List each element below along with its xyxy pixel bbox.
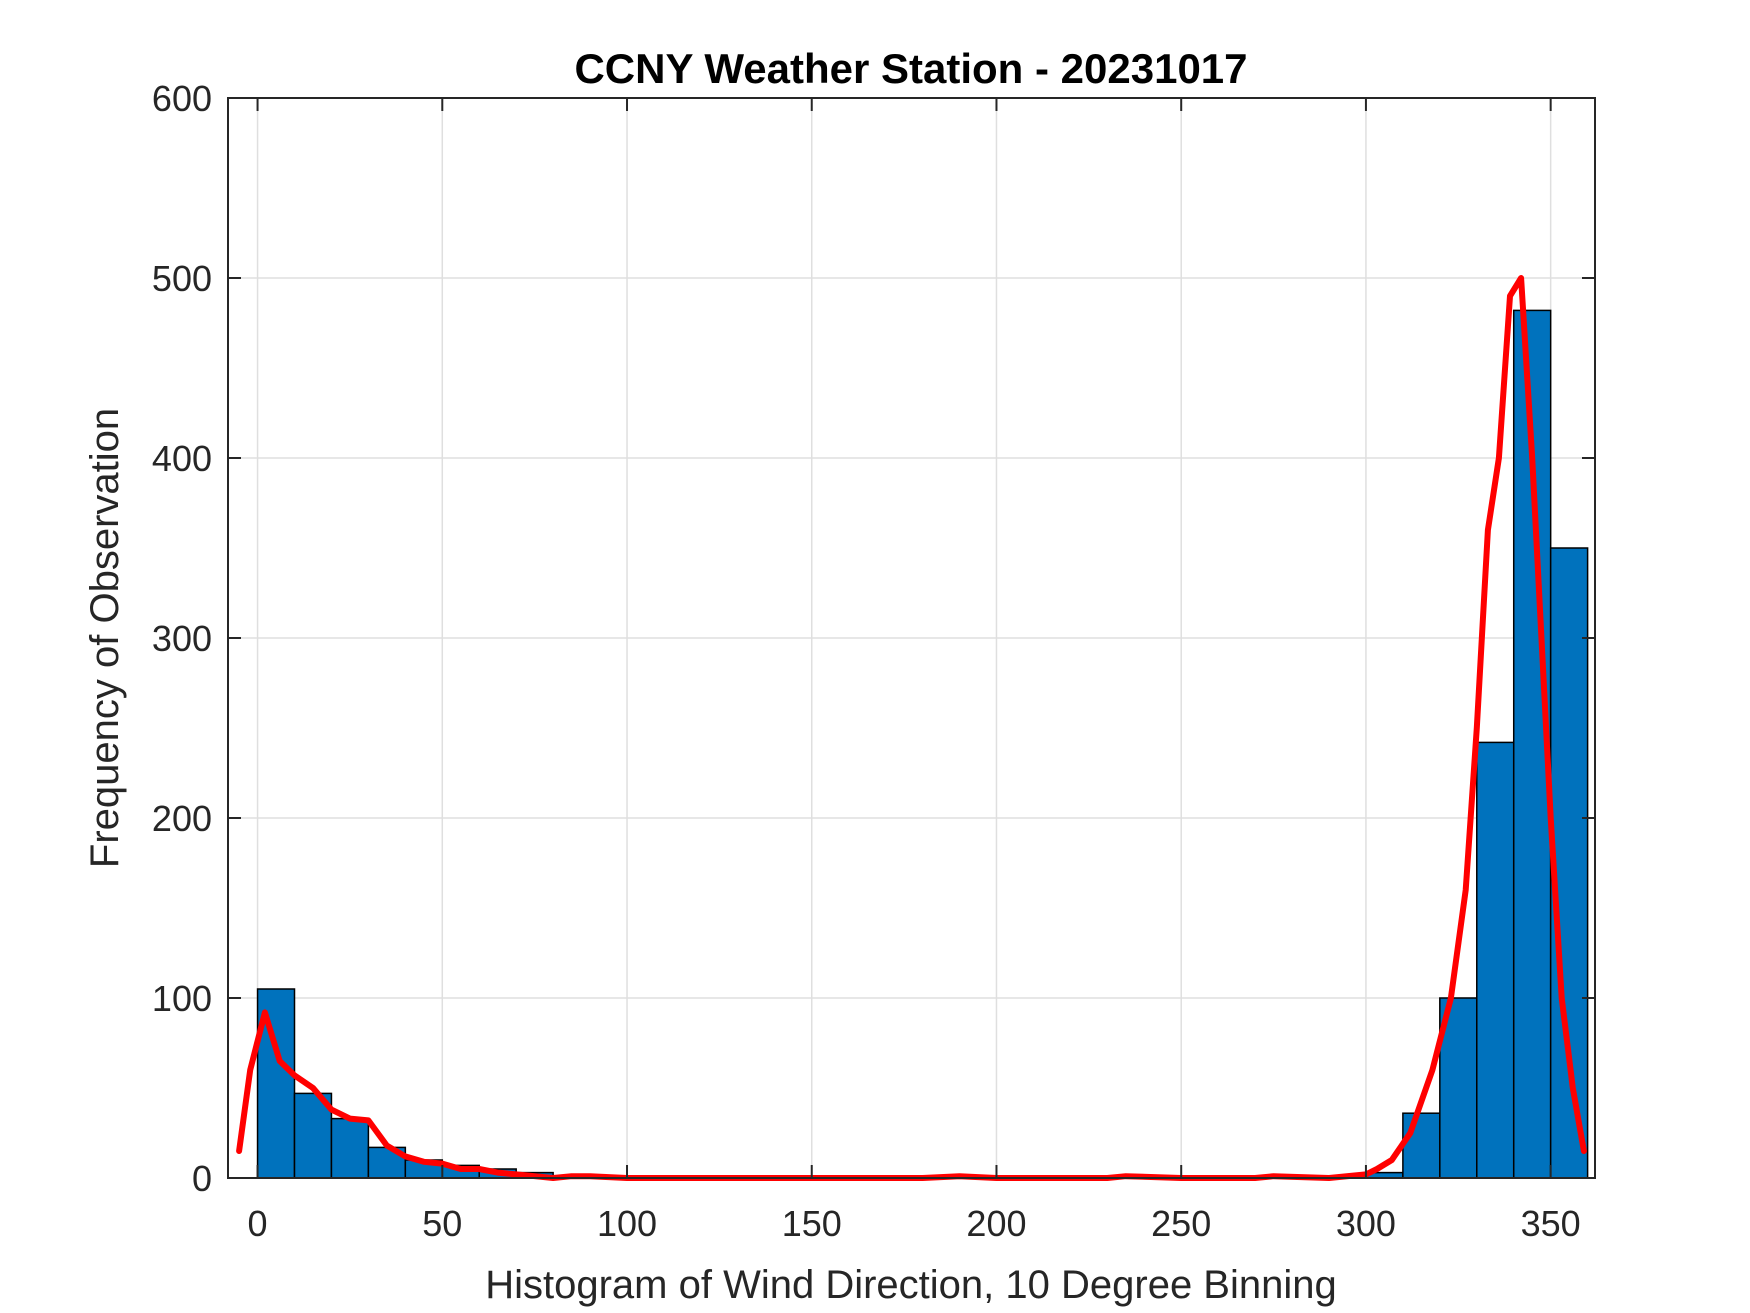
x-tick-label: 300 xyxy=(1336,1203,1396,1244)
x-tick-label: 350 xyxy=(1521,1203,1581,1244)
y-tick-label: 300 xyxy=(152,618,212,659)
y-tick-label: 500 xyxy=(152,258,212,299)
fit-curve-line xyxy=(236,275,1587,1181)
y-tick-label: 200 xyxy=(152,798,212,839)
y-tick-label: 400 xyxy=(152,438,212,479)
x-axis-label: Histogram of Wind Direction, 10 Degree B… xyxy=(485,1263,1337,1307)
x-tick-label: 100 xyxy=(597,1203,657,1244)
chart-title: CCNY Weather Station - 20231017 xyxy=(574,45,1247,92)
x-tick-labels: 0 50 100 150 200 250 300 350 xyxy=(248,1203,1581,1244)
x-tick-label: 0 xyxy=(248,1203,268,1244)
y-tick-labels: 0 100 200 300 400 500 600 xyxy=(152,78,212,1199)
histogram-bar xyxy=(1402,1112,1441,1179)
x-tick-label: 250 xyxy=(1151,1203,1211,1244)
y-tick-label: 100 xyxy=(152,978,212,1019)
fit-curve-layer xyxy=(236,275,1587,1181)
axis-ticks xyxy=(228,97,1595,1179)
histogram-bar xyxy=(1476,741,1515,1179)
histogram-bar xyxy=(330,1117,370,1179)
x-tick-label: 200 xyxy=(966,1203,1026,1244)
y-tick-label: 0 xyxy=(192,1158,212,1199)
y-axis-label: Frequency of Observation xyxy=(83,408,127,868)
x-tick-label: 50 xyxy=(422,1203,462,1244)
x-tick-label: 150 xyxy=(782,1203,842,1244)
y-tick-label: 600 xyxy=(152,78,212,119)
